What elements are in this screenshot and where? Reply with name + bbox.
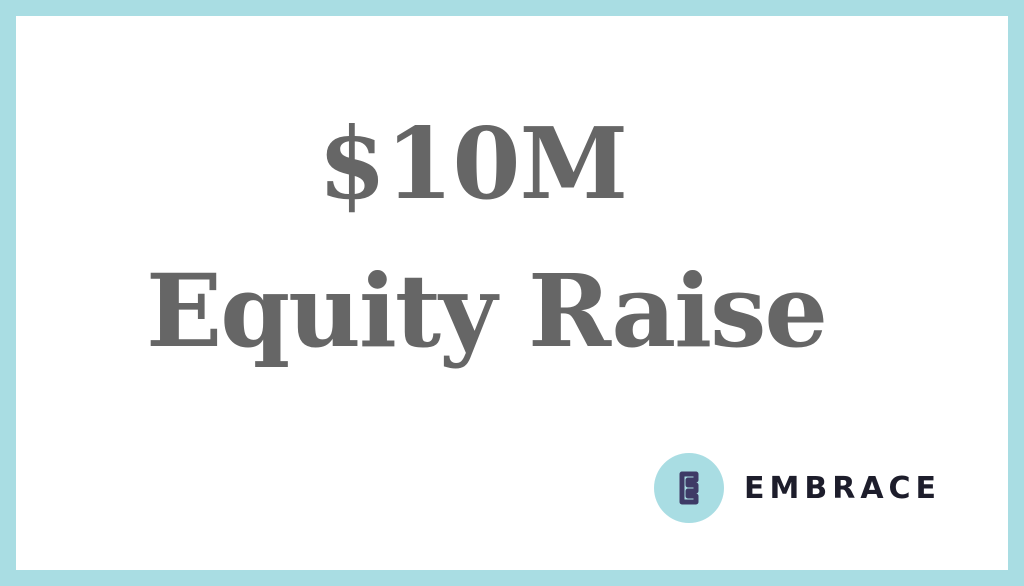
embrace-logo-icon: [654, 453, 724, 523]
headline: $10M Equity Raise: [16, 16, 1008, 570]
brand-lockup: EMBRACE: [654, 453, 941, 523]
brand-name: EMBRACE: [744, 470, 942, 506]
announcement-card: $10M Equity Raise EMBRACE: [16, 16, 1008, 570]
headline-amount: $10M: [318, 107, 628, 222]
headline-title: Equity Raise: [146, 252, 828, 370]
embrace-logo-mark: [679, 471, 699, 505]
